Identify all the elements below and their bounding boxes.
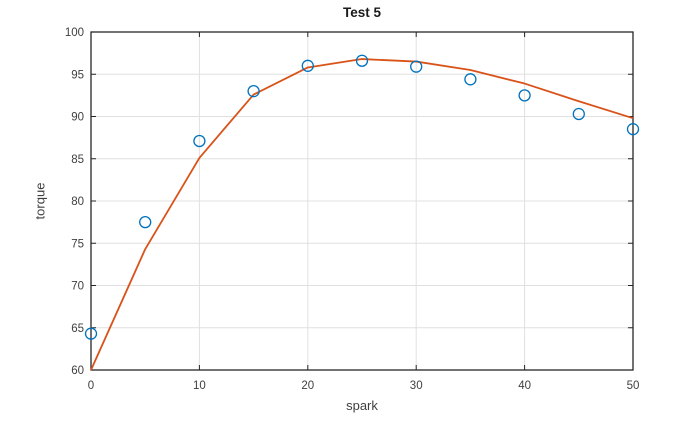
y-tick-label: 75 [71,238,84,250]
x-tick-label: 0 [88,380,94,392]
x-axis-label: spark [346,398,378,413]
x-tick-label: 30 [410,380,423,392]
y-axis-label: torque [32,182,48,220]
y-tick-label: 60 [71,365,84,377]
data-point-marker [572,107,585,121]
y-tick-label: 95 [71,69,84,81]
data-point-marker [247,85,260,98]
y-tick-label: 80 [71,196,84,208]
y-tick-label: 85 [71,154,84,166]
x-tick-label: 50 [627,380,640,392]
y-tick-label: 65 [71,323,84,335]
data-point-marker [139,215,152,229]
data-point-marker [410,60,423,73]
data-point-marker [626,123,640,136]
y-tick-label: 70 [71,281,84,293]
plot-title: Test 5 [342,5,381,20]
x-tick-label: 20 [301,380,314,392]
data-point-marker [301,59,314,72]
data-point-marker [464,73,477,86]
data-point-marker [518,89,531,102]
data-point-marker [355,54,369,67]
y-tick-label: 100 [65,27,84,39]
fitted-curve-line [90,58,634,371]
y-tick-label: 90 [71,112,84,124]
data-point-marker [84,327,98,340]
x-tick-label: 40 [518,380,531,392]
data-point-marker [193,134,206,148]
x-tick-label: 10 [193,380,206,392]
